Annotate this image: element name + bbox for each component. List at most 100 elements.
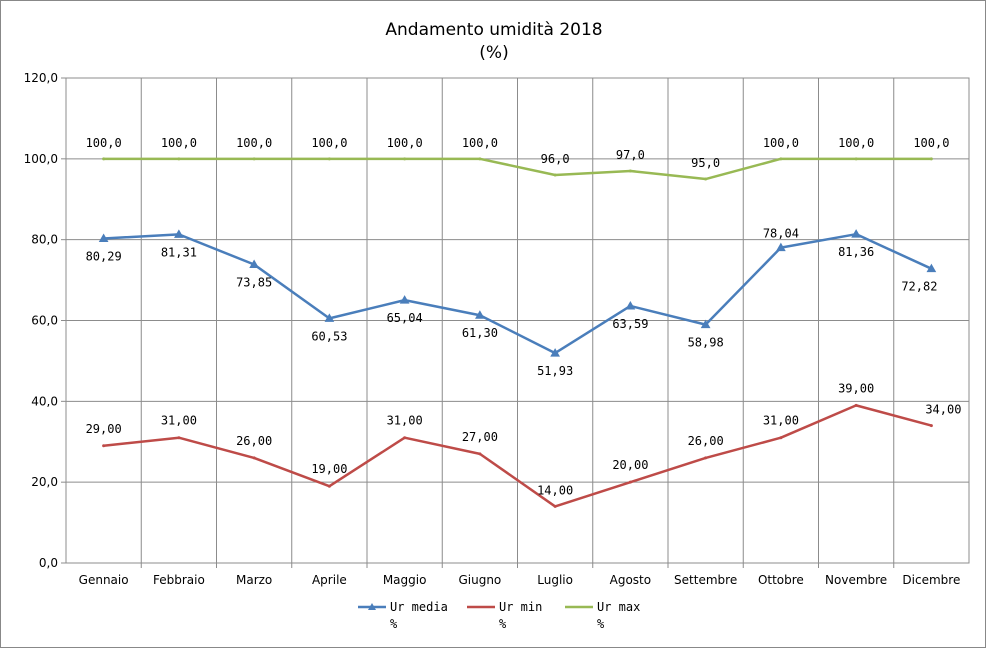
data-point (478, 452, 482, 456)
data-point (403, 436, 407, 440)
data-label: 96,0 (541, 152, 570, 166)
data-point (851, 229, 861, 238)
y-tick-label: 0,0 (39, 556, 58, 570)
data-label: 19,00 (311, 462, 347, 476)
data-label: 100,0 (236, 136, 272, 150)
data-label: 20,00 (612, 458, 648, 472)
data-label: 31,00 (763, 414, 799, 428)
data-point (324, 313, 335, 322)
x-tick-label: Luglio (537, 573, 573, 587)
data-point (779, 436, 783, 440)
data-label: 65,04 (387, 311, 423, 325)
data-label: 34,00 (925, 403, 961, 417)
y-tick-label: 120,0 (24, 71, 58, 85)
data-label: 51,93 (537, 364, 573, 378)
data-point (249, 259, 259, 269)
series-line (103, 157, 932, 181)
data-label: 58,98 (688, 336, 724, 350)
data-label: 61,30 (462, 326, 498, 340)
data-label: 27,00 (462, 430, 498, 444)
data-point (327, 157, 331, 161)
series-line (103, 404, 932, 508)
y-tick-label: 20,0 (31, 475, 58, 489)
data-label: 81,36 (838, 245, 874, 259)
legend-label-unit: % (390, 617, 398, 631)
legend-label: Ur media (390, 600, 448, 614)
series-line (103, 232, 932, 355)
legend-marker (368, 603, 376, 610)
data-point (926, 263, 937, 273)
data-point (776, 242, 786, 252)
legend-label: Ur max (597, 600, 640, 614)
data-label: 29,00 (86, 422, 122, 436)
data-point (854, 157, 858, 161)
data-label: 26,00 (688, 434, 724, 448)
data-label: 100,0 (763, 136, 799, 150)
x-tick-label: Settembre (674, 573, 737, 587)
data-point (628, 480, 632, 484)
data-point (700, 319, 711, 329)
x-tick-label: Giugno (458, 573, 501, 587)
data-label: 100,0 (387, 136, 423, 150)
data-point (550, 348, 560, 357)
legend: Ur media% Ur min% Ur max% (358, 600, 640, 631)
data-point (177, 157, 181, 161)
data-label: 95,0 (691, 156, 720, 170)
data-label: 60,53 (311, 329, 347, 343)
data-label: 39,00 (838, 381, 874, 395)
data-point (553, 173, 557, 177)
y-tick-label: 60,0 (31, 314, 58, 328)
data-label: 26,00 (236, 434, 272, 448)
data-point (704, 456, 708, 460)
x-tick-label: Aprile (312, 573, 347, 587)
y-tick-label: 80,0 (31, 233, 58, 247)
x-tick-label: Marzo (236, 573, 272, 587)
x-tick-label: Dicembre (902, 573, 960, 587)
data-point (399, 295, 410, 304)
data-point (403, 157, 407, 161)
data-point (478, 157, 482, 161)
data-point (625, 300, 636, 310)
data-point (628, 169, 632, 173)
data-label: 100,0 (311, 136, 347, 150)
chart-subtitle: (%) (479, 43, 508, 63)
legend-label-unit: % (597, 617, 605, 631)
legend-label-unit: % (499, 617, 507, 631)
data-label: 97,0 (616, 148, 645, 162)
data-label: 14,00 (537, 483, 573, 497)
data-point (475, 310, 485, 319)
data-label: 81,31 (161, 245, 197, 259)
data-point (174, 229, 184, 238)
y-tick-label: 40,0 (31, 394, 58, 408)
data-label: 100,0 (462, 136, 498, 150)
plot-border (65, 77, 970, 564)
data-point (854, 403, 858, 407)
x-tick-label: Gennaio (79, 573, 129, 587)
data-point (98, 233, 109, 242)
x-tick-label: Febbraio (153, 573, 205, 587)
data-label: 73,85 (236, 276, 272, 290)
data-label: 78,04 (763, 227, 799, 241)
data-label: 31,00 (161, 414, 197, 428)
data-point (327, 484, 331, 488)
x-tick-label: Maggio (383, 573, 427, 587)
chart-title: Andamento umidità 2018 (385, 20, 602, 40)
data-point (553, 504, 557, 508)
data-label: 100,0 (838, 136, 874, 150)
data-label: 100,0 (86, 136, 122, 150)
x-tick-label: Novembre (825, 573, 887, 587)
x-tick-label: Agosto (610, 573, 651, 587)
data-point (102, 444, 106, 448)
data-point (704, 177, 708, 181)
data-label: 100,0 (913, 136, 949, 150)
data-point (252, 157, 256, 161)
legend-label: Ur min (499, 600, 542, 614)
data-point (102, 157, 106, 161)
data-point (177, 436, 181, 440)
x-tick-label: Ottobre (758, 573, 804, 587)
data-point (252, 456, 256, 460)
data-label: 31,00 (387, 414, 423, 428)
data-point (929, 424, 933, 428)
